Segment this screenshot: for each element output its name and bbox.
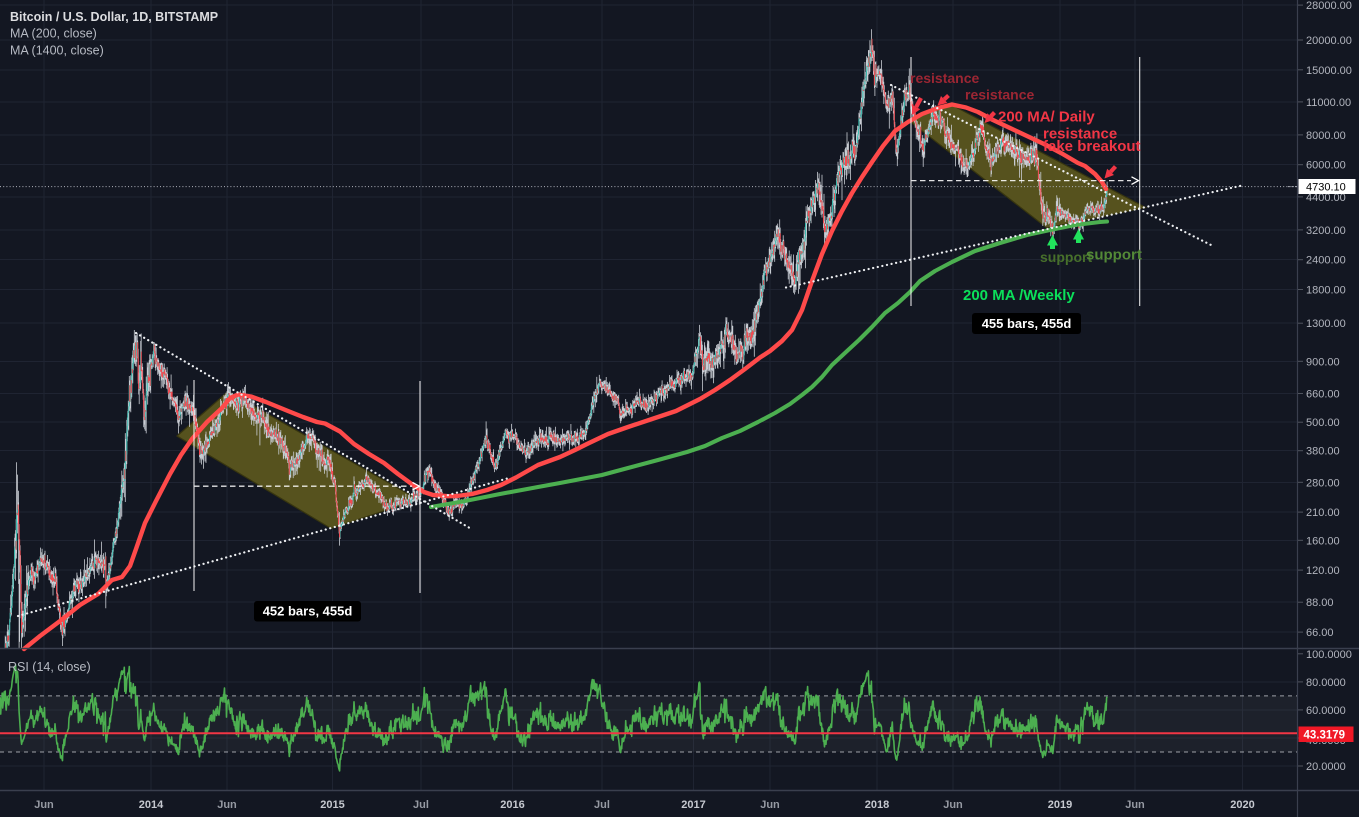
- svg-text:Jun: Jun: [217, 799, 237, 811]
- svg-text:Jun: Jun: [943, 799, 963, 811]
- svg-text:200 MA /Weekly: 200 MA /Weekly: [963, 287, 1075, 304]
- svg-text:support: support: [1086, 247, 1142, 264]
- svg-text:1800.00: 1800.00: [1306, 285, 1346, 297]
- svg-text:Jun: Jun: [1125, 799, 1145, 811]
- svg-text:15000.00: 15000.00: [1306, 65, 1352, 77]
- svg-text:resistance: resistance: [1043, 126, 1117, 143]
- svg-text:support: support: [1040, 249, 1092, 265]
- svg-text:43.3179: 43.3179: [1304, 730, 1346, 742]
- svg-text:500.00: 500.00: [1306, 417, 1340, 429]
- svg-text:2018: 2018: [865, 799, 889, 811]
- svg-text:455 bars, 455d: 455 bars, 455d: [982, 316, 1072, 331]
- svg-text:MA (200, close): MA (200, close): [10, 27, 97, 41]
- svg-text:Jun: Jun: [760, 799, 780, 811]
- svg-text:resistance: resistance: [965, 87, 1034, 103]
- svg-text:2400.00: 2400.00: [1306, 255, 1346, 267]
- svg-text:Jul: Jul: [413, 799, 429, 811]
- svg-text:MA (1400, close): MA (1400, close): [10, 44, 104, 58]
- svg-text:88.00: 88.00: [1306, 597, 1334, 609]
- svg-text:28000.00: 28000.00: [1306, 0, 1352, 12]
- svg-text:RSI (14, close): RSI (14, close): [8, 660, 91, 674]
- svg-text:2020: 2020: [1230, 799, 1254, 811]
- svg-text:452 bars, 455d: 452 bars, 455d: [263, 604, 353, 619]
- svg-text:120.00: 120.00: [1306, 565, 1340, 577]
- svg-text:660.00: 660.00: [1306, 389, 1340, 401]
- svg-text:2017: 2017: [681, 799, 705, 811]
- svg-text:2014: 2014: [139, 799, 164, 811]
- svg-text:resistance: resistance: [910, 70, 979, 86]
- svg-text:160.00: 160.00: [1306, 535, 1340, 547]
- svg-text:Jul: Jul: [594, 799, 610, 811]
- svg-text:2016: 2016: [500, 799, 524, 811]
- svg-text:210.00: 210.00: [1306, 507, 1340, 519]
- svg-text:1300.00: 1300.00: [1306, 318, 1346, 330]
- svg-text:Jun: Jun: [34, 799, 54, 811]
- svg-text:20.0000: 20.0000: [1306, 761, 1346, 773]
- svg-text:280.00: 280.00: [1306, 477, 1340, 489]
- svg-text:4730.10: 4730.10: [1306, 182, 1346, 194]
- svg-text:200 MA/ Daily: 200 MA/ Daily: [998, 109, 1095, 126]
- svg-text:8000.00: 8000.00: [1306, 130, 1346, 142]
- svg-text:6000.00: 6000.00: [1306, 160, 1346, 172]
- svg-text:100.0000: 100.0000: [1306, 649, 1352, 661]
- svg-text:380.00: 380.00: [1306, 446, 1340, 458]
- svg-text:20000.00: 20000.00: [1306, 35, 1352, 47]
- svg-text:3200.00: 3200.00: [1306, 225, 1346, 237]
- svg-text:80.0000: 80.0000: [1306, 677, 1346, 689]
- svg-text:11000.00: 11000.00: [1306, 97, 1351, 109]
- svg-text:Bitcoin / U.S. Dollar, 1D, BIT: Bitcoin / U.S. Dollar, 1D, BITSTAMP: [10, 10, 218, 24]
- svg-text:900.00: 900.00: [1306, 356, 1340, 368]
- svg-text:60.0000: 60.0000: [1306, 705, 1346, 717]
- svg-text:2019: 2019: [1048, 799, 1072, 811]
- svg-text:4400.00: 4400.00: [1306, 192, 1346, 204]
- svg-text:fake breakout: fake breakout: [1043, 138, 1141, 155]
- svg-text:66.00: 66.00: [1306, 627, 1334, 639]
- svg-text:2015: 2015: [320, 799, 344, 811]
